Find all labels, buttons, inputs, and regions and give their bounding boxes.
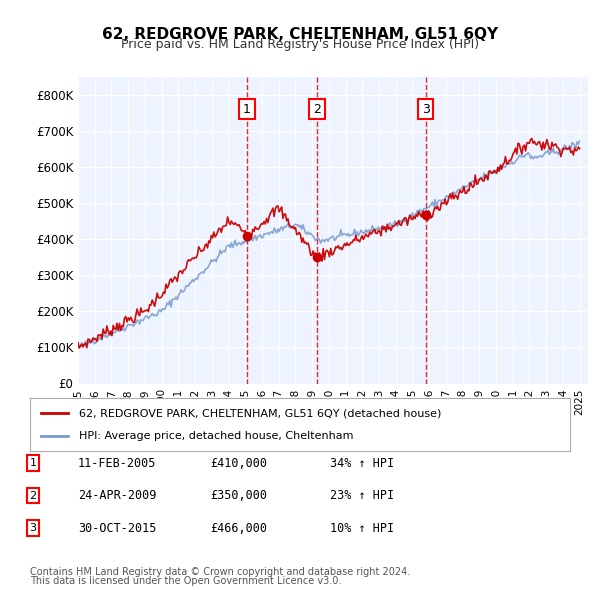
Text: 11-FEB-2005: 11-FEB-2005 [78, 457, 157, 470]
Text: 34% ↑ HPI: 34% ↑ HPI [330, 457, 394, 470]
Text: 3: 3 [422, 103, 430, 116]
Text: 1: 1 [29, 458, 37, 468]
Text: 30-OCT-2015: 30-OCT-2015 [78, 522, 157, 535]
Text: £350,000: £350,000 [210, 489, 267, 502]
Text: 2: 2 [313, 103, 321, 116]
Text: 3: 3 [29, 523, 37, 533]
Text: 24-APR-2009: 24-APR-2009 [78, 489, 157, 502]
Text: 2: 2 [29, 491, 37, 500]
Text: 10% ↑ HPI: 10% ↑ HPI [330, 522, 394, 535]
Text: 62, REDGROVE PARK, CHELTENHAM, GL51 6QY: 62, REDGROVE PARK, CHELTENHAM, GL51 6QY [102, 27, 498, 41]
Text: Contains HM Land Registry data © Crown copyright and database right 2024.: Contains HM Land Registry data © Crown c… [30, 567, 410, 577]
Text: 23% ↑ HPI: 23% ↑ HPI [330, 489, 394, 502]
Text: HPI: Average price, detached house, Cheltenham: HPI: Average price, detached house, Chel… [79, 431, 353, 441]
Text: £410,000: £410,000 [210, 457, 267, 470]
Text: Price paid vs. HM Land Registry's House Price Index (HPI): Price paid vs. HM Land Registry's House … [121, 38, 479, 51]
Text: 1: 1 [243, 103, 251, 116]
Text: 62, REDGROVE PARK, CHELTENHAM, GL51 6QY (detached house): 62, REDGROVE PARK, CHELTENHAM, GL51 6QY … [79, 408, 441, 418]
Text: This data is licensed under the Open Government Licence v3.0.: This data is licensed under the Open Gov… [30, 576, 341, 586]
Text: £466,000: £466,000 [210, 522, 267, 535]
